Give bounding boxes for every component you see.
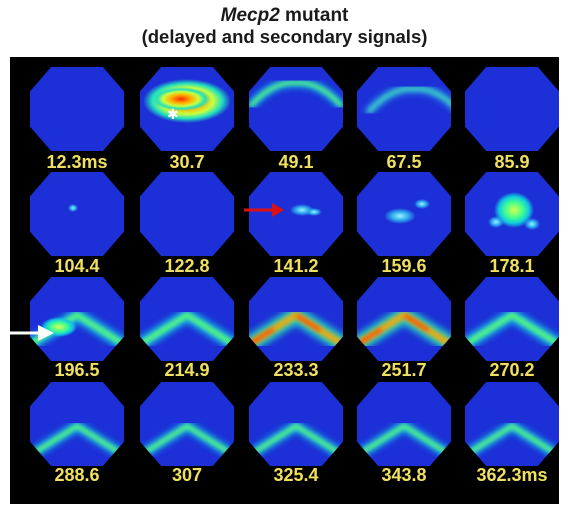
frame-time-label: 122.8 [164, 256, 210, 276]
frame-time-label: 307 [171, 465, 203, 485]
activity-map [249, 78, 343, 110]
activity-blob [524, 218, 540, 230]
frame-time-label: 178.1 [489, 256, 535, 276]
frame-time-label: 196.5 [54, 360, 100, 380]
frame-8 [357, 172, 451, 256]
frame-1: ✱ [140, 67, 234, 151]
activity-map [249, 420, 343, 459]
frame-7 [249, 172, 343, 256]
activity-blob [494, 192, 534, 228]
activity-map [30, 420, 124, 459]
activity-map [249, 305, 343, 352]
frame-time-label: 288.6 [54, 465, 100, 485]
red-arrow-head-icon [272, 203, 284, 217]
activity-map [365, 84, 451, 116]
activity-blob [384, 208, 416, 224]
frame-13 [357, 277, 451, 361]
activity-arc-core [140, 423, 234, 457]
frame-14 [465, 277, 559, 361]
activity-map [488, 192, 540, 230]
frame-time-label: 251.7 [381, 360, 427, 380]
frame-time-label: 214.9 [164, 360, 210, 380]
frame-19 [465, 382, 559, 466]
figure-subtitle: (delayed and secondary signals) [141, 26, 428, 47]
hex-field [465, 67, 559, 151]
frame-16 [140, 382, 234, 466]
frame-4 [465, 67, 559, 151]
activity-map [357, 420, 451, 459]
frame-time-label: 159.6 [381, 256, 427, 276]
activity-arc-core [367, 87, 451, 113]
activity-arc-peak [357, 313, 451, 345]
frame-time-label: 67.5 [386, 152, 422, 172]
activity-map [357, 305, 451, 352]
frame-6 [140, 172, 234, 256]
frame-5 [30, 172, 124, 256]
activity-arc-core [357, 423, 451, 457]
activity-map [465, 307, 559, 350]
title-rest: mutant [279, 5, 349, 26]
frame-time-label: 325.4 [273, 465, 319, 485]
frame-17 [249, 382, 343, 466]
frame-time-label: 12.3ms [46, 152, 108, 172]
white-arrow-head-icon [38, 325, 54, 341]
frame-12 [249, 277, 343, 361]
imaging-panel: ✱ 12.3ms 30.7 49.1 67.5 85.9 104.4 122.8 141.2 1… [10, 57, 559, 504]
activity-map [68, 204, 78, 212]
frame-time-label: 141.2 [273, 256, 319, 276]
activity-blob [414, 199, 430, 209]
activity-map [140, 420, 234, 459]
activity-blob [488, 216, 504, 228]
gene-name: Mecp2 [220, 5, 280, 26]
activity-blob [306, 208, 322, 216]
frame-0 [30, 67, 124, 151]
frame-3 [357, 67, 451, 151]
activity-arc-core [30, 423, 124, 457]
frame-time-label: 30.7 [169, 152, 205, 172]
activity-arc-core [465, 423, 559, 457]
activity-blob [68, 204, 78, 212]
frame-time-label: 270.2 [489, 360, 535, 380]
frame-2 [249, 67, 343, 151]
frame-time-label: 104.4 [54, 256, 100, 276]
activity-arc-core [465, 311, 559, 346]
frame-10 [30, 277, 124, 361]
activity-map [140, 307, 234, 350]
activity-peak [151, 87, 211, 111]
activity-arc-core [140, 311, 234, 346]
activity-map [465, 420, 559, 459]
frame-time-label: 362.3ms [476, 465, 548, 485]
frame-9 [465, 172, 559, 256]
figure-title: Mecp2 mutant [0, 6, 569, 25]
frame-time-label: 85.9 [494, 152, 530, 172]
activity-map: ✱ [143, 79, 231, 123]
frame-18 [357, 382, 451, 466]
hex-field [140, 172, 234, 256]
activity-arc-peak [249, 313, 343, 345]
frame-11 [140, 277, 234, 361]
activity-arc-core [249, 81, 343, 107]
hex-field [30, 67, 124, 151]
stim-star-icon: ✱ [167, 106, 179, 122]
frame-time-label: 49.1 [278, 152, 314, 172]
activity-arc-core [249, 423, 343, 457]
hex-field [30, 172, 124, 256]
frames-canvas: ✱ [10, 67, 559, 466]
activity-map [290, 204, 322, 216]
frame-time-label: 233.3 [273, 360, 319, 380]
frame-15 [30, 382, 124, 466]
frame-time-label: 343.8 [381, 465, 427, 485]
activity-map [384, 199, 430, 224]
